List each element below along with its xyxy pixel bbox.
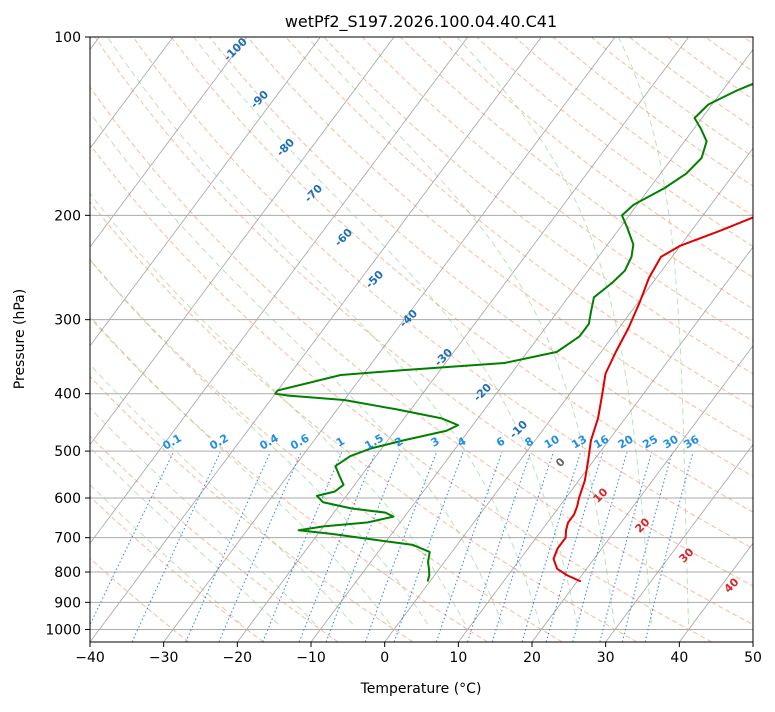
y-axis-label: Pressure (hPa) — [12, 289, 28, 389]
y-tick-label: 700 — [54, 531, 81, 547]
mixing-ratio-line — [491, 452, 554, 642]
isotherm-line — [237, 37, 689, 642]
y-tick-label: 400 — [54, 387, 81, 403]
mixing-ratio-line — [644, 452, 694, 642]
moist-adiabat-line — [90, 259, 429, 625]
y-tick-label: 100 — [54, 30, 81, 46]
x-tick-label: −30 — [149, 650, 179, 666]
isotherm-line — [90, 37, 321, 347]
mixing-ratio-line — [435, 452, 503, 642]
moist-adiabat-line — [307, 37, 615, 625]
x-tick-label: −20 — [223, 650, 253, 666]
axes-layer: −40 −30 −20 −10 0 10 20 30 40 50 100 200 300 400 500 60… — [45, 30, 762, 666]
dry-adiabat-line — [90, 86, 753, 626]
x-axis-label: Temperature (°C) — [360, 681, 482, 697]
moist-adiabat-line — [193, 37, 578, 625]
y-tick-label: 300 — [54, 313, 81, 329]
mixing-ratio-line — [364, 452, 437, 642]
isotherm-line — [531, 345, 753, 642]
moist-adiabat-line — [90, 111, 503, 625]
isotherm-line — [384, 147, 753, 642]
dry-adiabat-line — [90, 495, 264, 642]
mixing-ratio-line — [185, 452, 271, 642]
isotherm-line — [163, 37, 615, 642]
y-tick-label: 600 — [54, 491, 81, 507]
x-tick-label: 30 — [597, 650, 615, 666]
x-tick-label: 0 — [380, 650, 389, 666]
dry-adiabat-line — [362, 37, 753, 342]
moist-adiabat-line — [618, 37, 690, 625]
dry-adiabat-line — [133, 37, 753, 550]
isotherm-line — [90, 37, 394, 446]
y-tick-label: 900 — [54, 595, 81, 611]
y-tick-label: 800 — [54, 565, 81, 581]
plot-frame — [89, 36, 754, 643]
moist-adiabat-line — [90, 407, 316, 625]
dry-adiabat-line — [171, 37, 753, 513]
isotherm-line — [90, 37, 173, 149]
x-tick-label: 40 — [670, 650, 688, 666]
moist-adiabat-line — [90, 192, 466, 625]
mixing-ratio-line — [599, 452, 653, 642]
dewpoint-profile-line — [274, 82, 753, 582]
mixing-ratio-line — [131, 452, 221, 642]
dry-adiabat-line — [324, 37, 753, 375]
dry-adiabat-line — [209, 37, 753, 477]
mixing-ratio-line — [545, 452, 604, 642]
isotherm-line — [458, 246, 753, 642]
isotherm-line — [90, 37, 247, 248]
temperature-profile-line — [552, 216, 753, 583]
mixing-ratio-line — [90, 452, 174, 626]
dry-adiabat-line — [90, 201, 638, 642]
series-layer — [274, 82, 753, 583]
dry-adiabat-line — [438, 37, 753, 278]
x-tick-label: 20 — [523, 650, 541, 666]
x-tick-label: 50 — [744, 650, 762, 666]
mixing-ratio-line — [218, 452, 302, 642]
grid-layer — [90, 37, 753, 642]
moist-adiabat-line — [90, 446, 279, 625]
moist-adiabat-line — [90, 315, 391, 625]
mixing-ratio-line — [621, 452, 673, 642]
isotherm-line — [90, 37, 542, 642]
mixing-ratio-line — [572, 452, 628, 642]
dry-adiabat-line — [90, 258, 563, 642]
dry-adiabat-line — [515, 37, 753, 217]
isotherm-line — [605, 443, 753, 642]
x-tick-label: −40 — [75, 650, 105, 666]
dry-adiabat-line — [400, 37, 753, 310]
mixing-ratio-line — [521, 452, 582, 642]
dry-adiabat-line — [90, 143, 712, 642]
moist-adiabat-line — [90, 483, 242, 625]
moist-adiabat-line — [457, 37, 652, 625]
x-tick-label: −10 — [296, 650, 326, 666]
y-tick-label: 500 — [54, 444, 81, 460]
y-tick-label: 200 — [54, 208, 81, 224]
plot-background — [90, 37, 753, 642]
x-tick-label: 10 — [449, 650, 467, 666]
dry-adiabat-line — [591, 37, 753, 158]
dry-adiabat-line — [286, 37, 753, 408]
isotherm-line — [90, 37, 468, 544]
chart-title: wetPf2_S197.2026.100.04.40.C41 — [285, 12, 557, 32]
mixing-ratio-line — [393, 452, 464, 642]
mixing-ratio-line — [467, 452, 531, 642]
y-tick-label: 1000 — [45, 622, 81, 638]
